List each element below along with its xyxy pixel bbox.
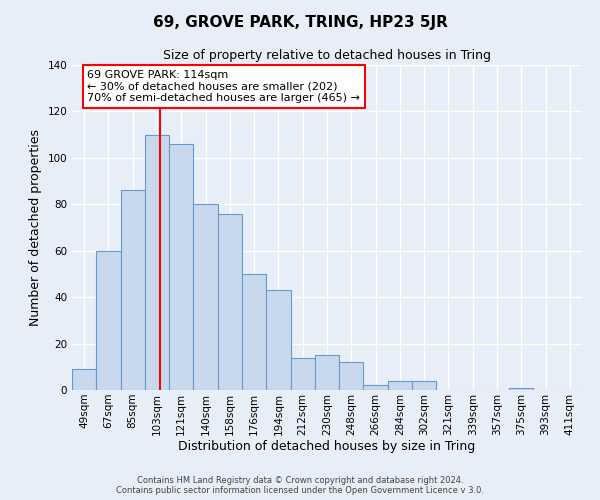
Bar	[266, 290, 290, 390]
Bar	[121, 190, 145, 390]
Bar	[509, 388, 533, 390]
Bar	[339, 362, 364, 390]
X-axis label: Distribution of detached houses by size in Tring: Distribution of detached houses by size …	[178, 440, 476, 454]
Bar	[218, 214, 242, 390]
Y-axis label: Number of detached properties: Number of detached properties	[29, 129, 42, 326]
Bar	[290, 358, 315, 390]
Bar	[364, 386, 388, 390]
Bar	[96, 250, 121, 390]
Bar	[193, 204, 218, 390]
Bar	[412, 380, 436, 390]
Bar	[72, 369, 96, 390]
Text: Contains HM Land Registry data © Crown copyright and database right 2024.
Contai: Contains HM Land Registry data © Crown c…	[116, 476, 484, 495]
Bar	[388, 380, 412, 390]
Text: 69, GROVE PARK, TRING, HP23 5JR: 69, GROVE PARK, TRING, HP23 5JR	[152, 15, 448, 30]
Text: 69 GROVE PARK: 114sqm
← 30% of detached houses are smaller (202)
70% of semi-det: 69 GROVE PARK: 114sqm ← 30% of detached …	[88, 70, 360, 103]
Bar	[242, 274, 266, 390]
Bar	[315, 355, 339, 390]
Bar	[145, 134, 169, 390]
Title: Size of property relative to detached houses in Tring: Size of property relative to detached ho…	[163, 50, 491, 62]
Bar	[169, 144, 193, 390]
